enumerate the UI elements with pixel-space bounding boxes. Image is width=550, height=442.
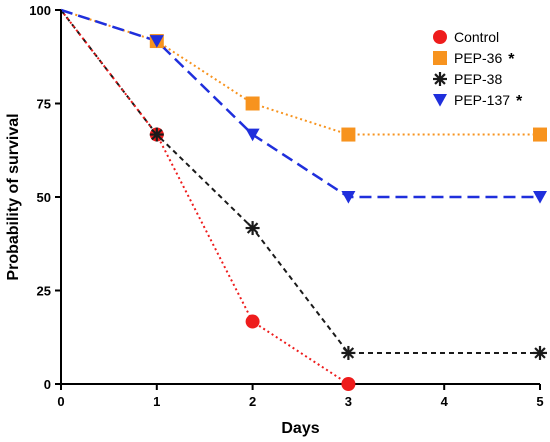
legend-label: PEP-36 <box>454 50 502 66</box>
data-point-pep-137 <box>341 191 356 204</box>
legend-label: PEP-38 <box>454 71 502 87</box>
data-point-control <box>245 314 260 329</box>
y-tick-label: 25 <box>37 284 51 299</box>
x-tick-label: 5 <box>536 394 543 409</box>
x-tick-label: 4 <box>441 394 449 409</box>
series-markers <box>149 34 547 391</box>
data-point-pep-36 <box>245 96 260 111</box>
legend-marker-pep-36 <box>433 51 447 65</box>
y-tick-label: 0 <box>44 377 51 392</box>
y-tick-label: 75 <box>37 97 51 112</box>
data-point-pep-137 <box>149 35 164 48</box>
significance-marker: * <box>508 51 515 68</box>
data-point-control <box>341 377 356 391</box>
series-line-control <box>60 9 349 385</box>
data-point-pep-38 <box>341 345 356 360</box>
data-point-pep-36 <box>533 127 547 142</box>
significance-marker: * <box>516 93 523 110</box>
series-lines <box>60 8 540 385</box>
data-point-pep-137 <box>245 128 260 142</box>
x-tick-label: 1 <box>153 394 160 409</box>
data-point-pep-38 <box>149 127 164 142</box>
x-tick-label: 0 <box>57 394 64 409</box>
data-point-pep-38 <box>533 345 547 360</box>
x-tick-label: 2 <box>249 394 256 409</box>
legend-marker-control <box>433 30 447 44</box>
legend-label: Control <box>454 29 499 45</box>
x-axis-title: Days <box>281 420 319 437</box>
y-tick-label: 50 <box>37 190 51 205</box>
y-axis-title: Probability of survival <box>5 113 22 280</box>
data-point-pep-137 <box>533 191 547 204</box>
x-tick-label: 3 <box>345 394 352 409</box>
legend: Control PEP-36 * PEP-38 PEP-137 * <box>433 29 523 110</box>
y-tick-label: 100 <box>29 3 51 18</box>
data-point-pep-36 <box>341 127 356 142</box>
legend-label: PEP-137 <box>454 92 510 108</box>
legend-marker-pep-137 <box>433 94 447 107</box>
data-point-pep-38 <box>245 221 260 236</box>
legend-marker-pep-38 <box>433 72 447 86</box>
